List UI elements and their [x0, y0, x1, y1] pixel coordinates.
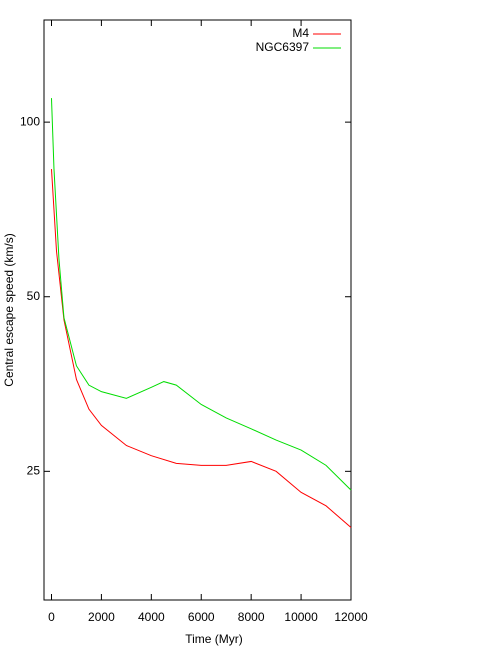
y-axis-label: Central escape speed (km/s)	[2, 233, 16, 386]
y-tick-label: 50	[27, 289, 41, 303]
series-line	[50, 98, 352, 491]
x-tick-label: 10000	[284, 610, 318, 624]
y-tick-label: 100	[20, 114, 40, 128]
x-tick-label: 0	[48, 610, 55, 624]
series-line	[50, 169, 352, 528]
x-tick-label: 8000	[238, 610, 265, 624]
x-axis-label: Time (Myr)	[185, 632, 243, 646]
x-tick-label: 2000	[88, 610, 115, 624]
legend-label: M4	[292, 26, 309, 40]
x-tick-label: 4000	[138, 610, 165, 624]
x-tick-label: 6000	[188, 610, 215, 624]
plot-frame	[43, 19, 352, 601]
legend-label: NGC6397	[256, 40, 310, 54]
x-tick-label: 12000	[334, 610, 368, 624]
y-tick-label: 25	[27, 463, 41, 477]
